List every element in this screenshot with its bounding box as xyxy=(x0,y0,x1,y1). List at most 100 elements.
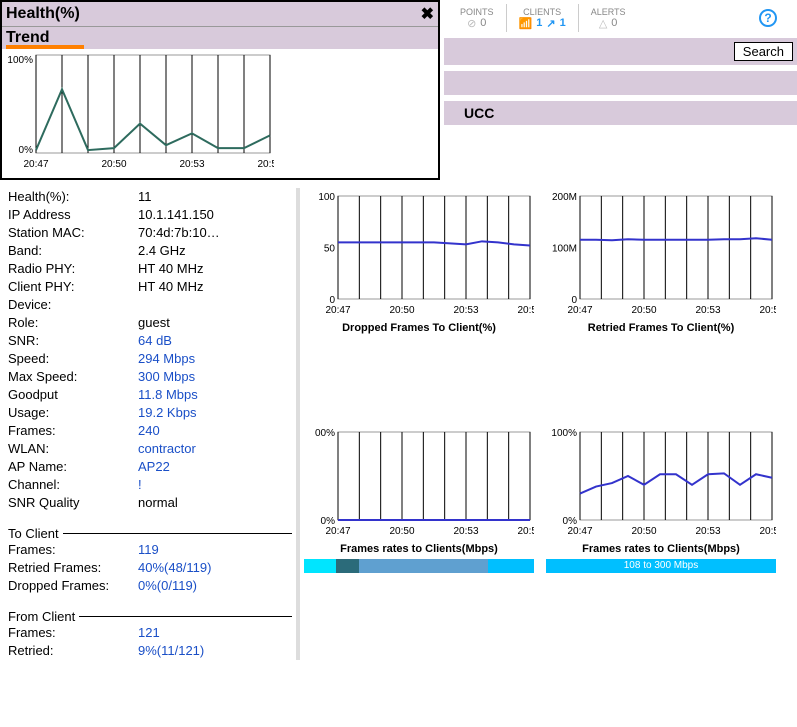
svg-text:20:47: 20:47 xyxy=(567,305,592,316)
empty-bar xyxy=(444,71,797,95)
svg-text:20:53: 20:53 xyxy=(695,526,720,537)
detail-label: Retried Frames: xyxy=(8,559,138,577)
svg-text:20:50: 20:50 xyxy=(631,305,656,316)
detail-value[interactable]: 9%(11/121) xyxy=(138,642,204,660)
detail-row: Frames:119 xyxy=(8,541,292,559)
svg-text:20:56: 20:56 xyxy=(517,305,534,316)
detail-value[interactable]: 300 Mbps xyxy=(138,368,195,386)
rate-bar-left xyxy=(304,559,534,573)
svg-text:100M: 100M xyxy=(552,244,577,255)
detail-value: HT 40 MHz xyxy=(138,278,204,296)
svg-text:0%: 0% xyxy=(19,145,34,156)
wifi-icon: 📶 xyxy=(519,17,533,30)
retried-chart: 0100M200M20:4720:5020:5320:56 Retried Fr… xyxy=(546,192,776,418)
svg-text:100%: 100% xyxy=(551,428,577,439)
detail-row: Retried Frames:40%(48/119) xyxy=(8,559,292,577)
detail-value[interactable]: 19.2 Kbps xyxy=(138,404,197,422)
detail-row: Max Speed:300 Mbps xyxy=(8,368,292,386)
detail-row: Client PHY:HT 40 MHz xyxy=(8,278,292,296)
rate-segment xyxy=(336,559,359,573)
detail-row: Radio PHY:HT 40 MHz xyxy=(8,260,292,278)
detail-value: guest xyxy=(138,314,170,332)
detail-row: WLAN:contractor xyxy=(8,440,292,458)
detail-label: Usage: xyxy=(8,404,138,422)
svg-text:50: 50 xyxy=(324,244,336,255)
detail-label: Frames: xyxy=(8,541,138,559)
detail-value: 11 xyxy=(138,188,152,206)
svg-text:20:50: 20:50 xyxy=(631,526,656,537)
search-button[interactable]: Search xyxy=(734,42,793,61)
detail-label: Client PHY: xyxy=(8,278,138,296)
detail-value[interactable]: contractor xyxy=(138,440,196,458)
help-icon[interactable]: ? xyxy=(759,9,777,27)
svg-text:20:47: 20:47 xyxy=(567,526,592,537)
detail-row: Station MAC:70:4d:7b:10… xyxy=(8,224,292,242)
detail-row: SNR Qualitynormal xyxy=(8,494,292,512)
svg-text:20:56: 20:56 xyxy=(517,526,534,537)
svg-text:20:50: 20:50 xyxy=(389,526,414,537)
svg-text:20:53: 20:53 xyxy=(453,526,478,537)
health-header: Health(%) ✖ xyxy=(2,2,438,27)
to-client-header: To Client xyxy=(8,526,292,541)
detail-value[interactable]: 240 xyxy=(138,422,160,440)
detail-value[interactable]: 0%(0/119) xyxy=(138,577,197,595)
detail-value[interactable]: ! xyxy=(138,476,142,494)
rates-right-chart: 0%100%20:4720:5020:5320:56 Frames rates … xyxy=(546,428,776,657)
svg-text:200M: 200M xyxy=(552,192,577,203)
svg-text:100: 100 xyxy=(318,192,335,203)
detail-label: Dropped Frames: xyxy=(8,577,138,595)
top-stats-bar: POINTS ⊘ 0 CLIENTS 📶1 ↗1 ALERTS △ 0 ? xyxy=(444,0,797,36)
detail-row: Band:2.4 GHz xyxy=(8,242,292,260)
detail-value[interactable]: 11.8 Mbps xyxy=(138,386,198,404)
rate-segment xyxy=(488,559,534,573)
detail-row: Speed:294 Mbps xyxy=(8,350,292,368)
detail-row: Retried:9%(11/121) xyxy=(8,642,292,660)
detail-value[interactable]: 119 xyxy=(138,541,159,559)
from-client-header: From Client xyxy=(8,609,292,624)
svg-text:20:50: 20:50 xyxy=(389,305,414,316)
detail-row: Frames:121 xyxy=(8,624,292,642)
svg-text:20:47: 20:47 xyxy=(23,159,48,170)
detail-label: Speed: xyxy=(8,350,138,368)
detail-value[interactable]: 121 xyxy=(138,624,160,642)
detail-label: Health(%): xyxy=(8,188,138,206)
detail-label: AP Name: xyxy=(8,458,138,476)
clients-stat: CLIENTS 📶1 ↗1 xyxy=(511,7,574,30)
svg-text:20:53: 20:53 xyxy=(453,305,478,316)
detail-value[interactable]: 40%(48/119) xyxy=(138,559,211,577)
detail-row: Role:guest xyxy=(8,314,292,332)
svg-text:20:47: 20:47 xyxy=(325,526,350,537)
close-icon[interactable]: ✖ xyxy=(421,4,434,24)
svg-text:00%: 00% xyxy=(315,428,335,439)
search-bar: Search xyxy=(444,38,797,65)
svg-text:20:56: 20:56 xyxy=(759,526,776,537)
detail-value: 2.4 GHz xyxy=(138,242,186,260)
detail-value[interactable]: 294 Mbps xyxy=(138,350,195,368)
detail-label: Frames: xyxy=(8,422,138,440)
svg-text:20:56: 20:56 xyxy=(257,159,274,170)
detail-value[interactable]: 64 dB xyxy=(138,332,172,350)
detail-label: SNR: xyxy=(8,332,138,350)
svg-text:100%: 100% xyxy=(7,55,33,66)
detail-value: HT 40 MHz xyxy=(138,260,204,278)
detail-value: 10.1.141.150 xyxy=(138,206,214,224)
detail-label: Channel: xyxy=(8,476,138,494)
wired-icon: ↗ xyxy=(546,17,555,30)
svg-text:20:50: 20:50 xyxy=(101,159,126,170)
detail-label: WLAN: xyxy=(8,440,138,458)
trend-header: Trend xyxy=(2,27,438,49)
detail-label: Band: xyxy=(8,242,138,260)
detail-value: 70:4d:7b:10… xyxy=(138,224,220,242)
detail-label: Max Speed: xyxy=(8,368,138,386)
detail-label: Station MAC: xyxy=(8,224,138,242)
detail-value[interactable]: AP22 xyxy=(138,458,170,476)
alerts-stat: ALERTS △ 0 xyxy=(583,7,634,30)
detail-row: Channel:! xyxy=(8,476,292,494)
detail-row: Health(%):11 xyxy=(8,188,292,206)
detail-label: SNR Quality xyxy=(8,494,138,512)
detail-label: Goodput xyxy=(8,386,138,404)
scroll-indicator[interactable] xyxy=(296,188,300,660)
detail-row: AP Name:AP22 xyxy=(8,458,292,476)
trend-chart: 100%0%20:4720:5020:5320:56 xyxy=(2,49,438,178)
detail-label: Retried: xyxy=(8,642,138,660)
